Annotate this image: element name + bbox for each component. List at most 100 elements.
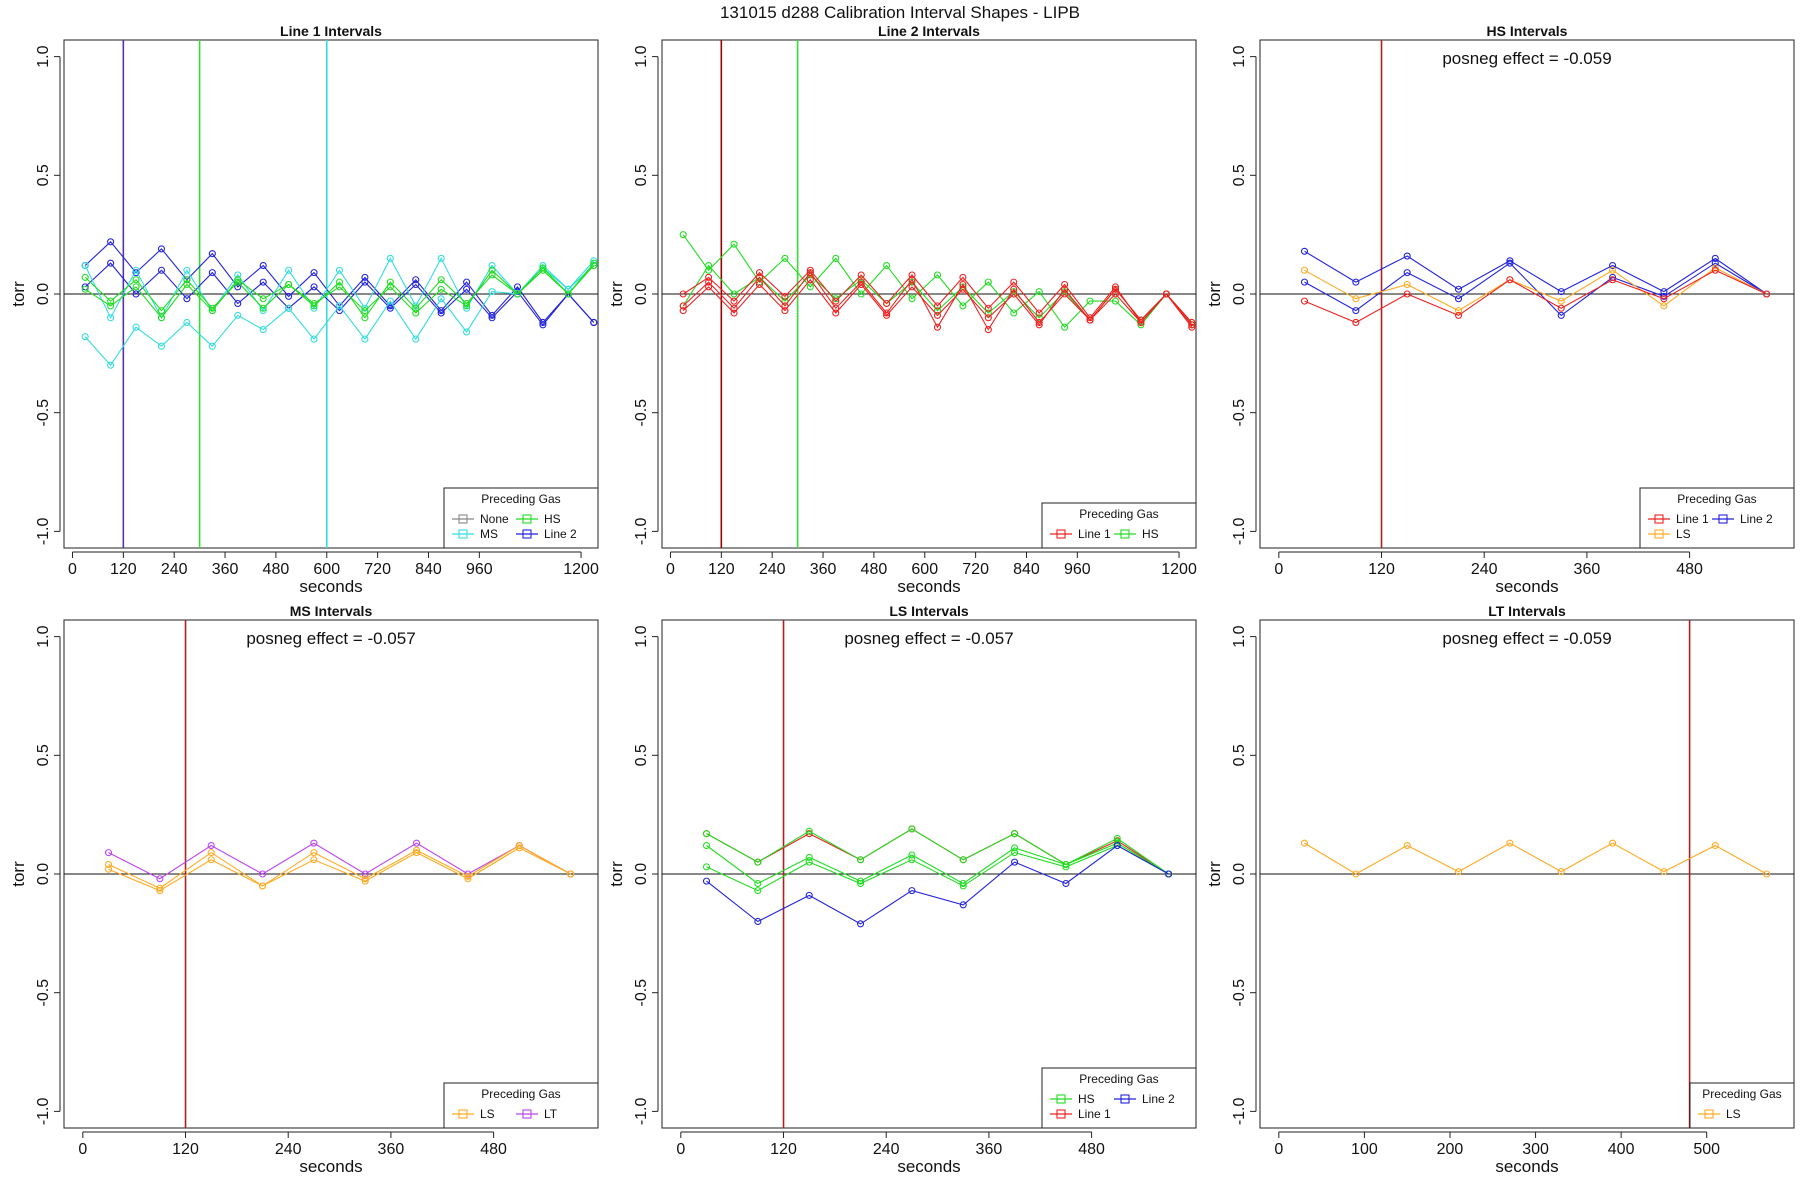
series-line bbox=[84, 262, 595, 326]
data-point bbox=[156, 887, 164, 895]
data-point bbox=[157, 245, 166, 253]
legend-box bbox=[1639, 487, 1795, 549]
data-point bbox=[1010, 309, 1018, 317]
data-point bbox=[361, 314, 369, 322]
y-tick-label: 0.0 bbox=[633, 863, 650, 885]
data-point bbox=[806, 283, 814, 291]
x-tick-label: 480 bbox=[1078, 1141, 1105, 1158]
data-point bbox=[412, 280, 420, 289]
x-tick-label: 840 bbox=[1013, 561, 1040, 578]
data-point bbox=[208, 342, 216, 350]
data-point bbox=[1300, 278, 1309, 286]
data-point bbox=[310, 302, 318, 310]
data-point bbox=[883, 261, 891, 270]
x-tick-label: 120 bbox=[110, 561, 137, 578]
data-point bbox=[1557, 304, 1565, 312]
x-tick-label: 240 bbox=[1471, 561, 1498, 578]
data-point bbox=[488, 261, 496, 270]
data-point bbox=[1162, 290, 1170, 298]
series-line bbox=[682, 269, 1193, 324]
data-point bbox=[755, 280, 764, 289]
data-point bbox=[285, 266, 293, 274]
legend-entry-label: LS bbox=[1676, 527, 1691, 541]
data-point bbox=[705, 261, 713, 270]
legend-swatch-marker bbox=[1704, 1109, 1714, 1119]
data-point bbox=[1609, 839, 1617, 847]
data-point bbox=[107, 238, 115, 246]
y-tick-label: -1.0 bbox=[633, 1098, 650, 1126]
data-point bbox=[259, 278, 267, 286]
data-point bbox=[702, 863, 711, 871]
data-point bbox=[107, 259, 115, 267]
data-point bbox=[959, 901, 967, 909]
data-point bbox=[1609, 276, 1617, 284]
legend-swatch-marker bbox=[1654, 529, 1664, 539]
data-point bbox=[984, 304, 992, 312]
data-point bbox=[361, 875, 369, 883]
x-tick-label: 480 bbox=[861, 561, 888, 578]
data-point bbox=[488, 288, 496, 296]
legend-entry-label: MS bbox=[480, 527, 498, 541]
data-point bbox=[1011, 849, 1019, 857]
data-point bbox=[104, 865, 113, 873]
legend-entry-label: Line 1 bbox=[1078, 527, 1111, 541]
data-point bbox=[310, 849, 318, 857]
data-point bbox=[702, 830, 711, 838]
data-point bbox=[1113, 834, 1121, 842]
data-point bbox=[1062, 860, 1070, 869]
data-point bbox=[856, 879, 865, 888]
data-point bbox=[984, 326, 992, 334]
data-point bbox=[984, 278, 992, 286]
data-point bbox=[207, 841, 215, 850]
data-point bbox=[754, 917, 762, 926]
data-point bbox=[157, 307, 166, 315]
legend-swatch-marker bbox=[522, 1109, 532, 1119]
data-point bbox=[1454, 285, 1463, 293]
series-line bbox=[706, 844, 1169, 925]
data-point bbox=[413, 839, 421, 847]
data-point bbox=[705, 278, 713, 286]
legend-entry-label: HS bbox=[544, 512, 561, 526]
data-point bbox=[856, 856, 865, 864]
data-point bbox=[208, 250, 216, 258]
x-tick-label: 600 bbox=[313, 561, 340, 578]
data-point bbox=[959, 285, 967, 293]
data-point bbox=[754, 879, 762, 888]
data-point bbox=[857, 290, 865, 298]
data-point bbox=[1454, 307, 1463, 315]
data-point bbox=[705, 273, 713, 281]
series-line bbox=[682, 271, 1193, 331]
data-point bbox=[107, 297, 115, 305]
data-point bbox=[183, 318, 191, 327]
data-point bbox=[1035, 321, 1043, 329]
data-point bbox=[1111, 285, 1120, 293]
data-point bbox=[1506, 839, 1514, 847]
panel-title: MS Intervals bbox=[290, 603, 373, 619]
data-point bbox=[908, 271, 916, 279]
data-point bbox=[259, 304, 267, 312]
data-point bbox=[310, 283, 318, 291]
y-tick-label: 0.5 bbox=[633, 744, 650, 766]
data-point bbox=[310, 335, 318, 343]
series-line bbox=[1304, 267, 1767, 312]
x-tick-label: 240 bbox=[275, 1141, 302, 1158]
data-point bbox=[234, 299, 242, 308]
data-point bbox=[959, 302, 967, 310]
legend-swatch-marker bbox=[1056, 1109, 1066, 1119]
legend-box bbox=[443, 1082, 599, 1129]
series-line bbox=[1304, 269, 1767, 324]
data-point bbox=[1352, 307, 1360, 315]
data-point bbox=[1660, 288, 1668, 296]
data-point bbox=[1011, 830, 1019, 838]
data-point bbox=[806, 276, 814, 284]
x-tick-label: 0 bbox=[676, 1141, 685, 1158]
data-point bbox=[1035, 309, 1043, 317]
data-point bbox=[539, 266, 547, 274]
data-point bbox=[1403, 280, 1411, 289]
data-point bbox=[1137, 318, 1145, 327]
y-tick-label: -1.0 bbox=[1231, 1098, 1248, 1126]
y-tick-label: 1.0 bbox=[1231, 625, 1248, 647]
y-axis-label: torr bbox=[1205, 281, 1224, 307]
data-point bbox=[463, 299, 471, 308]
